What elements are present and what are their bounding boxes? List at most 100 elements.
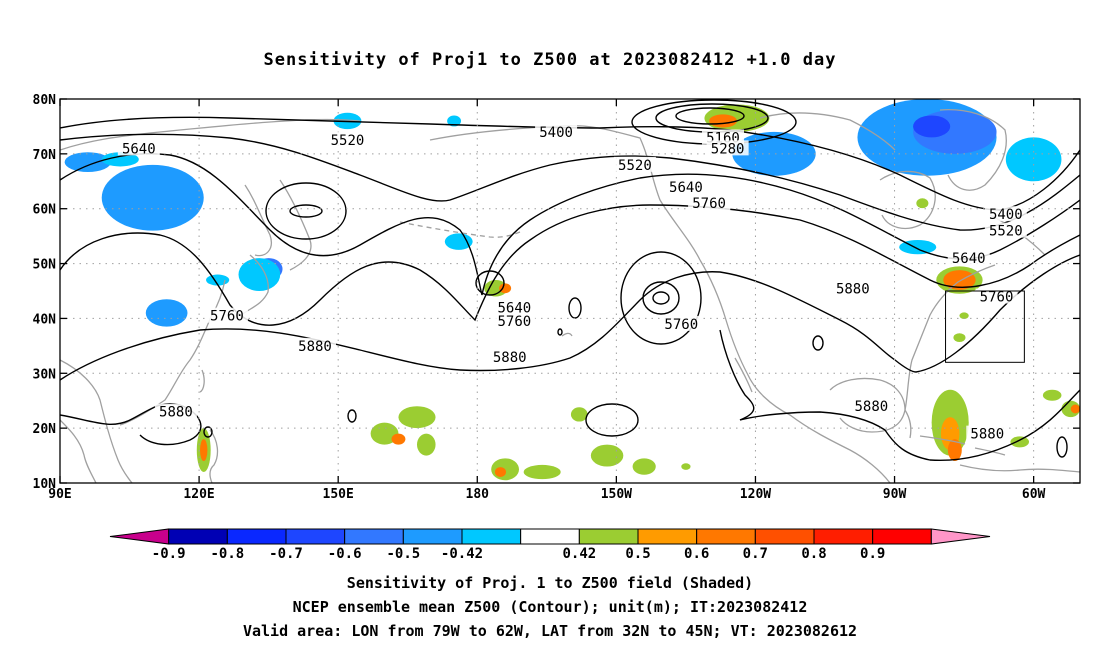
contour-label: 5760 (692, 196, 726, 212)
shaded-region (1010, 436, 1029, 448)
contour-label-bg (660, 315, 703, 331)
contour-label-bg (117, 140, 160, 156)
x-tick-label: 150W (601, 487, 632, 502)
x-tick-label: 120E (183, 487, 214, 502)
contour-label-bg (706, 140, 749, 156)
shaded-region (632, 458, 656, 475)
y-tick-label: 50N (33, 258, 57, 273)
shaded-region (943, 270, 976, 290)
colorbar-segment (344, 528, 404, 545)
contour-label-bg (294, 337, 336, 353)
contour-label-bg (493, 313, 536, 329)
shaded-region (494, 467, 507, 477)
contour-label: 5880 (493, 350, 527, 366)
contour-label: 5760 (980, 289, 1014, 305)
shaded-region (64, 152, 111, 172)
caption-line-3: Valid area: LON from 79W to 62W, LAT fro… (242, 622, 858, 640)
shaded-region (709, 114, 737, 128)
contour-label: 5760 (498, 314, 532, 330)
x-tick-label: 120W (740, 487, 771, 502)
caption-line-1: Sensitivity of Proj. 1 to Z500 field (Sh… (346, 574, 754, 592)
y-tick-label: 70N (33, 148, 57, 163)
shaded-region (447, 115, 462, 127)
contour-label-bg (850, 398, 893, 414)
colorbar-label: -0.42 (441, 546, 483, 562)
colorbar: -0.9 -0.8 -0.7 -0.6 -0.5 -0.42 0.42 0.5 0.6 0.7 0.… (109, 528, 991, 562)
x-tick-label: 150E (323, 487, 354, 502)
colorbar-max-triangle (930, 528, 991, 545)
contour-label: 5880 (159, 405, 193, 421)
y-tick-label: 80N (33, 93, 57, 108)
shaded-region (947, 439, 962, 462)
colorbar-segment (872, 528, 932, 545)
shaded-region (953, 333, 966, 343)
contour-label-bg (984, 222, 1027, 238)
colorbar-label: 0.42 (562, 546, 596, 562)
colorbar-label: -0.9 (152, 546, 186, 562)
shaded-region (916, 198, 929, 209)
colorbar-segment (285, 528, 346, 545)
y-tick-label: 30N (33, 367, 57, 382)
colorbar-min-triangle (109, 528, 170, 545)
shaded-region (238, 258, 281, 291)
axis-ticks: 90E 120E 150E 180 150W 120W 90W 60W 80N 70N 60N 50N… (33, 93, 1080, 502)
contour-label: 5400 (989, 207, 1023, 223)
contour-label: 5400 (539, 125, 573, 141)
colorbar-label: -0.7 (269, 546, 303, 562)
shaded-region (101, 152, 139, 167)
shaded-region (681, 463, 691, 470)
colorbar-label: 0.5 (625, 546, 650, 562)
shaded-region (913, 115, 951, 138)
contour-label: 5760 (210, 309, 244, 325)
y-tick-label: 40N (33, 312, 57, 327)
shaded-region (398, 406, 436, 429)
shaded-region (1070, 404, 1080, 414)
contour-label: 5880 (855, 399, 889, 415)
shaded-region (570, 407, 588, 422)
colorbar-segment (402, 528, 463, 545)
contour-label-bg (966, 425, 1009, 441)
colorbar-segment (637, 528, 698, 545)
shaded-region (499, 283, 512, 294)
colorbar-segment (754, 528, 815, 545)
colorbar-label: 0.9 (860, 546, 885, 562)
contour-label: 5640 (122, 141, 156, 157)
contour-label: 5520 (331, 133, 365, 149)
colorbar-segment (813, 528, 874, 545)
contour-label: 5280 (711, 141, 745, 157)
colorbar-label: 0.8 (801, 546, 826, 562)
shaded-region (959, 312, 969, 319)
contour-label-bg (613, 156, 656, 172)
contour-label-bg (664, 178, 707, 194)
sensitivity-shading (64, 99, 1080, 481)
colorbar-segment (168, 528, 228, 545)
contour-label: 5520 (989, 224, 1023, 240)
contour-label-bg (975, 288, 1018, 304)
caption-line-2: NCEP ensemble mean Z500 (Contour); unit(… (292, 598, 808, 616)
contour-label-bg (154, 403, 197, 419)
contour-label: 5880 (298, 339, 332, 355)
contour-label-bg (493, 299, 536, 315)
colorbar-segment (461, 528, 522, 545)
y-tick-label: 20N (33, 422, 57, 437)
shaded-region (1042, 389, 1062, 401)
contour-label: 5880 (970, 427, 1004, 443)
shaded-region (101, 164, 204, 231)
shaded-region (484, 280, 508, 297)
colorbar-segment (520, 528, 580, 545)
contour-label: 5880 (836, 281, 870, 297)
valid-area-box (945, 290, 1025, 363)
colorbar-label: -0.8 (210, 546, 244, 562)
shaded-region (145, 299, 188, 327)
map-title: Sensitivity of Proj1 to Z500 at 20230824… (263, 50, 837, 70)
colorbar-label: -0.5 (386, 546, 420, 562)
contour-label-bg (831, 280, 874, 296)
shaded-region (206, 274, 230, 286)
x-tick-label: 90E (48, 487, 71, 502)
contour-label-bg (488, 348, 531, 364)
shaded-region (200, 439, 208, 462)
shaded-region (523, 464, 561, 480)
colorbar-label: 0.7 (743, 546, 768, 562)
contour-label-bg (326, 132, 369, 148)
